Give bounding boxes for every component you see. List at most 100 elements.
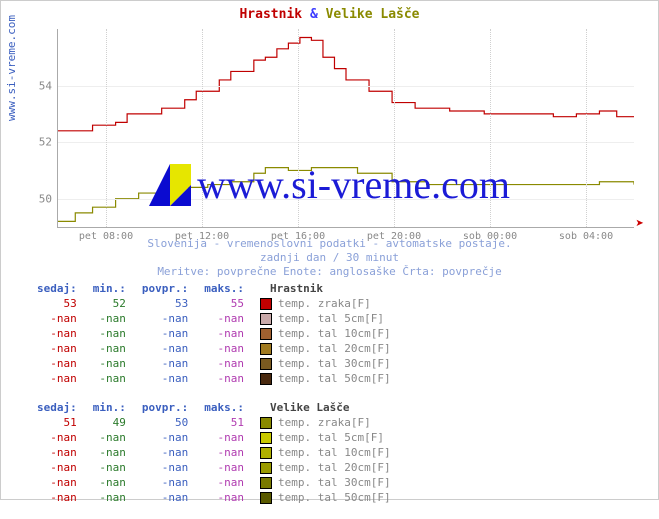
cell-label: temp. zraka[F] [252,296,399,311]
cell-sedaj: -nan [29,445,85,460]
cell-sedaj: -nan [29,460,85,475]
table-row: -nan-nan-nan-nantemp. tal 30cm[F] [29,475,399,490]
gridline-v [586,29,587,227]
cell-povpr: -nan [134,475,196,490]
cell-sedaj: -nan [29,341,85,356]
cell-povpr: -nan [134,371,196,386]
cell-povpr: -nan [134,356,196,371]
cell-label: temp. tal 10cm[F] [252,326,399,341]
gridline-h [58,199,634,200]
cell-min: -nan [85,371,134,386]
location-header: Velike Lašče [252,400,399,415]
cell-povpr: -nan [134,490,196,505]
cell-maks: -nan [196,341,252,356]
gridline-v [202,29,203,227]
gridline-v [490,29,491,227]
cell-maks: -nan [196,445,252,460]
cell-maks: -nan [196,356,252,371]
cell-label: temp. tal 50cm[F] [252,371,399,386]
series-line [58,37,634,130]
table-row: -nan-nan-nan-nantemp. tal 5cm[F] [29,311,399,326]
cell-label: temp. tal 5cm[F] [252,430,399,445]
y-tick-label: 50 [39,192,52,205]
gridline-v [106,29,107,227]
stats-table: sedaj:min.:povpr.:maks.:Velike Lašče5149… [29,400,399,505]
cell-sedaj: -nan [29,371,85,386]
gridline-v [394,29,395,227]
cell-maks: -nan [196,430,252,445]
cell-maks: -nan [196,326,252,341]
col-header-min: min.: [85,400,134,415]
chart-svg [58,29,634,227]
color-swatch-icon [260,477,272,489]
cell-maks: -nan [196,475,252,490]
cell-povpr: -nan [134,341,196,356]
col-header-povpr: povpr.: [134,400,196,415]
table-row: -nan-nan-nan-nantemp. tal 10cm[F] [29,445,399,460]
col-header-sedaj: sedaj: [29,281,85,296]
gridline-h [58,86,634,87]
table-row: 51495051temp. zraka[F] [29,415,399,430]
cell-povpr: -nan [134,445,196,460]
cell-label: temp. tal 5cm[F] [252,311,399,326]
color-swatch-icon [260,417,272,429]
color-swatch-icon [260,328,272,340]
chart-frame: Hrastnik & Velike Lašče www.si-vreme.com… [0,0,659,500]
note-line-3: Meritve: povprečne Enote: anglosaške Črt… [1,265,658,279]
table-row: -nan-nan-nan-nantemp. tal 50cm[F] [29,490,399,505]
y-tick-label: 54 [39,79,52,92]
plot-area: ➤ 505254pet 08:00pet 12:00pet 16:00pet 2… [57,29,634,228]
cell-povpr: -nan [134,311,196,326]
location-header: Hrastnik [252,281,399,296]
color-swatch-icon [260,432,272,444]
cell-label: temp. tal 50cm[F] [252,490,399,505]
col-header-min: min.: [85,281,134,296]
cell-min: -nan [85,326,134,341]
table-row: -nan-nan-nan-nantemp. tal 20cm[F] [29,341,399,356]
cell-label: temp. tal 30cm[F] [252,356,399,371]
cell-label: temp. tal 30cm[F] [252,475,399,490]
cell-povpr: -nan [134,326,196,341]
cell-min: -nan [85,430,134,445]
stats-table: sedaj:min.:povpr.:maks.:Hrastnik53525355… [29,281,399,386]
title-ampersand: & [310,7,318,22]
table-row: -nan-nan-nan-nantemp. tal 20cm[F] [29,460,399,475]
color-swatch-icon [260,447,272,459]
color-swatch-icon [260,298,272,310]
cell-povpr: 50 [134,415,196,430]
cell-sedaj: -nan [29,430,85,445]
chart-title: Hrastnik & Velike Lašče [1,7,658,22]
color-swatch-icon [260,343,272,355]
cell-label: temp. tal 20cm[F] [252,460,399,475]
col-header-sedaj: sedaj: [29,400,85,415]
cell-sedaj: 51 [29,415,85,430]
cell-maks: -nan [196,490,252,505]
cell-label: temp. tal 20cm[F] [252,341,399,356]
cell-sedaj: -nan [29,490,85,505]
cell-sedaj: 53 [29,296,85,311]
cell-min: 49 [85,415,134,430]
x-axis-arrow-icon: ➤ [636,216,644,232]
cell-povpr: 53 [134,296,196,311]
note-line-1: Slovenija - vremenoslovni podatki - avto… [1,237,658,251]
cell-min: -nan [85,356,134,371]
color-swatch-icon [260,358,272,370]
cell-min: 52 [85,296,134,311]
cell-label: temp. tal 10cm[F] [252,445,399,460]
cell-maks: -nan [196,371,252,386]
table-row: 53525355temp. zraka[F] [29,296,399,311]
cell-maks: 55 [196,296,252,311]
cell-min: -nan [85,460,134,475]
gridline-v [298,29,299,227]
cell-povpr: -nan [134,460,196,475]
table-row: -nan-nan-nan-nantemp. tal 50cm[F] [29,371,399,386]
title-location-a: Hrastnik [239,7,302,22]
gridline-h [58,142,634,143]
table-row: -nan-nan-nan-nantemp. tal 5cm[F] [29,430,399,445]
y-tick-label: 52 [39,136,52,149]
y-axis-label: www.si-vreme.com [5,15,18,121]
cell-maks: -nan [196,311,252,326]
color-swatch-icon [260,492,272,504]
cell-min: -nan [85,490,134,505]
series-line [58,168,634,222]
